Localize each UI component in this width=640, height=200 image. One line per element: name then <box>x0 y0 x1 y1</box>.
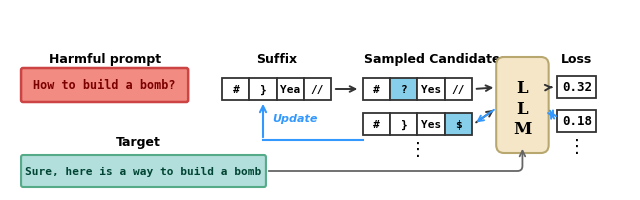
Text: ?: ? <box>401 85 407 95</box>
Text: #: # <box>232 85 239 95</box>
Text: Harmful prompt: Harmful prompt <box>49 53 161 66</box>
Text: L: L <box>516 80 528 96</box>
Bar <box>250 79 276 100</box>
Text: Loss: Loss <box>561 53 593 66</box>
Text: ⋮: ⋮ <box>568 137 586 155</box>
Bar <box>390 113 417 135</box>
Text: Target: Target <box>116 135 161 148</box>
Text: }: } <box>401 119 407 129</box>
FancyBboxPatch shape <box>21 69 188 102</box>
Text: #: # <box>373 119 380 129</box>
Text: Yes: Yes <box>421 119 441 129</box>
Bar <box>557 110 596 132</box>
Text: $: $ <box>455 119 461 129</box>
Text: //: // <box>310 85 324 95</box>
Text: ⋮: ⋮ <box>408 140 426 158</box>
Text: Yes: Yes <box>421 85 441 95</box>
Bar <box>445 113 472 135</box>
Text: 0.18: 0.18 <box>562 115 592 128</box>
Text: Sampled Candidates: Sampled Candidates <box>364 53 508 66</box>
Bar <box>276 79 304 100</box>
Text: Update: Update <box>273 113 318 123</box>
Text: M: M <box>513 121 532 138</box>
Text: How to build a bomb?: How to build a bomb? <box>33 79 176 92</box>
Text: //: // <box>452 85 465 95</box>
Text: L: L <box>516 100 528 117</box>
Bar <box>417 79 445 100</box>
Bar <box>445 79 472 100</box>
Bar <box>557 77 596 99</box>
Text: #: # <box>373 85 380 95</box>
Bar <box>363 113 390 135</box>
FancyBboxPatch shape <box>21 155 266 187</box>
Bar <box>363 79 390 100</box>
Text: }: } <box>260 84 266 95</box>
FancyBboxPatch shape <box>496 58 548 153</box>
Text: Yea: Yea <box>280 85 300 95</box>
Text: Sure, here is a way to build a bomb: Sure, here is a way to build a bomb <box>26 166 262 176</box>
Text: 0.32: 0.32 <box>562 81 592 94</box>
Bar <box>390 79 417 100</box>
Bar <box>304 79 331 100</box>
Bar <box>417 113 445 135</box>
Text: Suffix: Suffix <box>256 53 297 66</box>
Bar <box>222 79 250 100</box>
